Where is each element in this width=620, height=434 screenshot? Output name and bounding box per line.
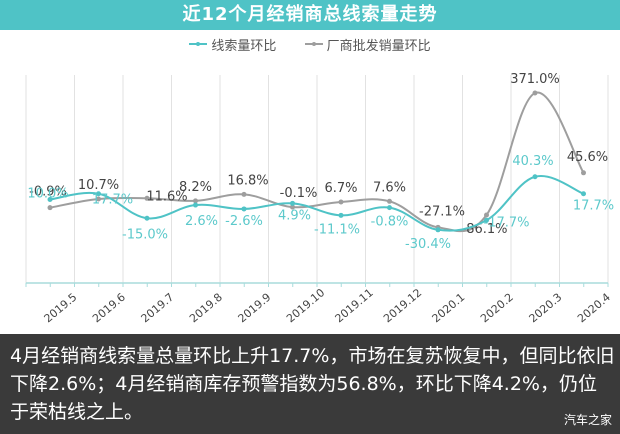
data-point-marker-icon bbox=[581, 170, 586, 176]
data-label: 10.7% bbox=[78, 178, 119, 193]
data-point-marker-icon bbox=[241, 191, 247, 197]
data-label: -15.0% bbox=[122, 227, 168, 242]
x-tick-label: 2019.10 bbox=[284, 286, 327, 325]
data-point-marker-icon bbox=[47, 205, 53, 211]
x-tick-label: 2019.7 bbox=[139, 291, 177, 326]
data-point-marker-icon bbox=[144, 195, 150, 201]
data-point-marker-icon bbox=[96, 196, 101, 202]
data-point-marker-icon bbox=[241, 206, 247, 212]
chart-title: 近12个月经销商总线索量走势 bbox=[0, 0, 620, 30]
data-label: 16.8% bbox=[227, 173, 268, 188]
x-tick-label: 2020.1 bbox=[430, 291, 468, 326]
legend-label: 线索量环比 bbox=[211, 38, 277, 54]
data-point-marker-icon bbox=[193, 198, 198, 204]
x-tick-label: 2020.4 bbox=[575, 291, 613, 326]
data-label: 17.7% bbox=[573, 199, 614, 214]
legend-line-marker-icon bbox=[189, 41, 208, 46]
data-label: 40.3% bbox=[512, 154, 553, 169]
data-point-marker-icon bbox=[435, 227, 441, 233]
caption-panel: 4月经销商线索量总量环比上升17.7%，市场在复苏恢复中，但同比依旧下降2.6%… bbox=[0, 334, 620, 434]
data-label: 45.6% bbox=[567, 150, 608, 165]
data-label: 8.2% bbox=[179, 180, 212, 195]
data-label: -2.6% bbox=[225, 214, 263, 229]
data-point-marker-icon bbox=[96, 191, 101, 197]
x-tick-label: 2019.12 bbox=[381, 286, 424, 325]
data-label: -11.1% bbox=[314, 222, 360, 237]
data-label: 11.6% bbox=[146, 189, 187, 204]
line-chart: 2019.5 2019.6 2019.7 2019.8 2019.9 2019.10 201… bbox=[25, 72, 614, 326]
data-point-marker-icon bbox=[144, 215, 150, 221]
data-label: 371.0% bbox=[510, 72, 560, 87]
watermark: 汽车之家 bbox=[563, 413, 612, 427]
x-tick-label: 2019.6 bbox=[90, 291, 128, 326]
data-label: 6.7% bbox=[324, 181, 357, 196]
data-point-marker-icon bbox=[581, 191, 586, 197]
data-label: 10.0% bbox=[27, 187, 68, 202]
data-point-marker-icon bbox=[47, 197, 53, 202]
x-tick-label: 2020.2 bbox=[478, 291, 516, 326]
data-point-marker-icon bbox=[193, 202, 198, 208]
data-label: -30.4% bbox=[405, 237, 451, 252]
data-label: -0.8% bbox=[371, 215, 409, 230]
data-label: 4.9% bbox=[278, 208, 311, 223]
series-line bbox=[49, 175, 584, 232]
legend-item-wholesale: 厂商批发销量环比 bbox=[304, 35, 431, 54]
x-tick-label: 2020.3 bbox=[527, 291, 565, 326]
legend-line-marker-icon bbox=[304, 41, 323, 46]
data-point-marker-icon bbox=[484, 212, 489, 218]
caption-text: 4月经销商线索量总量环比上升17.7%，市场在复苏恢复中，但同比依旧下降2.6%… bbox=[10, 345, 615, 423]
data-label: -0.1% bbox=[280, 186, 318, 201]
data-point-marker-icon bbox=[387, 205, 392, 211]
data-label: 7.6% bbox=[373, 180, 406, 195]
x-tick-label: 2019.8 bbox=[187, 291, 225, 326]
x-tick-label: 2019.11 bbox=[333, 286, 376, 325]
data-label: -27.1% bbox=[419, 204, 465, 219]
x-tick-label: 2019.5 bbox=[42, 291, 80, 326]
data-label: 17.7% bbox=[92, 193, 133, 208]
data-point-marker-icon bbox=[338, 199, 344, 205]
data-point-marker-icon bbox=[338, 212, 344, 218]
data-label: -0.9% bbox=[29, 185, 67, 200]
chart-legend: 线索量环比 厂商批发销量环比 bbox=[0, 34, 620, 54]
data-point-marker-icon bbox=[532, 174, 538, 180]
data-label: 2.6% bbox=[185, 214, 218, 229]
x-tick-label: 2019.9 bbox=[236, 291, 274, 326]
legend-item-leads: 线索量环比 bbox=[189, 35, 276, 54]
data-point-marker-icon bbox=[484, 217, 489, 223]
data-point-marker-icon bbox=[290, 200, 295, 206]
legend-label: 厂商批发销量环比 bbox=[326, 38, 431, 54]
data-label: -17.7% bbox=[484, 215, 530, 230]
data-point-marker-icon bbox=[387, 198, 392, 204]
data-point-marker-icon bbox=[290, 204, 295, 210]
data-point-marker-icon bbox=[532, 90, 538, 96]
